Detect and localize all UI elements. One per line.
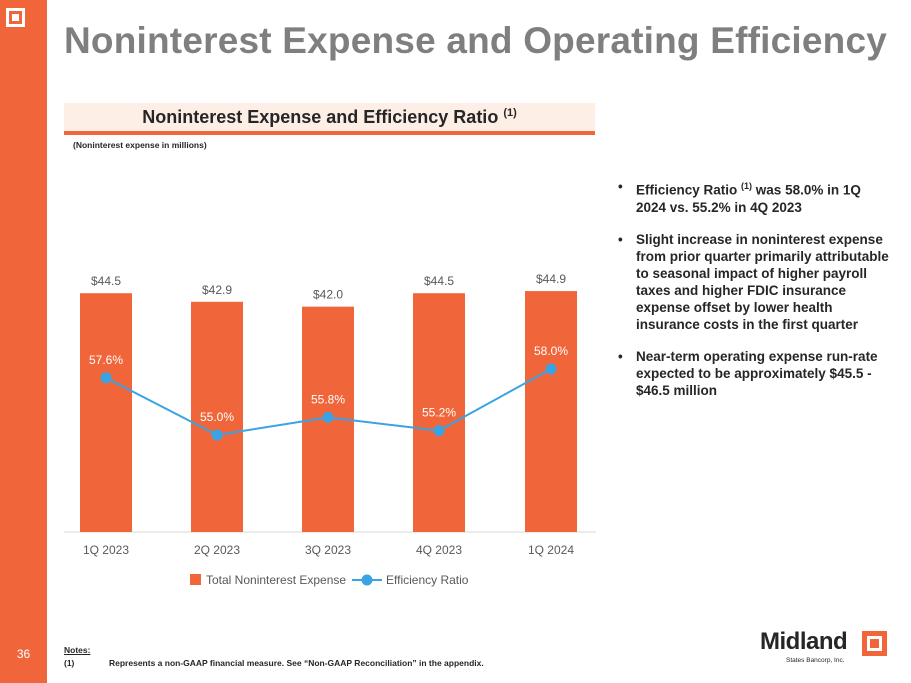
line-point-2 (211, 429, 223, 441)
chart-header-band (64, 103, 595, 131)
legend-label-efficiency: Efficiency Ratio (386, 573, 469, 587)
line-point-3 (322, 411, 334, 423)
chart-subtitle: (Noninterest expense in millions) (73, 140, 207, 150)
line-point-4 (433, 425, 445, 437)
brand-mark-icon (862, 631, 887, 656)
key-points-list: Efficiency Ratio (1) was 58.0% in 1Q 202… (615, 178, 890, 414)
midland-logo: Midland States Bancorp, Inc. (760, 628, 890, 668)
bar-label-5: $44.9 (536, 272, 566, 286)
x-tick-label-4: 4Q 2023 (416, 543, 462, 557)
chart-title: Noninterest Expense and Efficiency Ratio… (64, 107, 595, 128)
brand-square-icon (6, 8, 25, 27)
brand-subtitle: States Bancorp, Inc. (786, 657, 845, 664)
line-point-1 (100, 372, 112, 384)
footnotes: Notes: (1) Represents a non-GAAP financia… (64, 645, 484, 668)
footnote-1: (1) Represents a non-GAAP financial measu… (64, 658, 484, 668)
bullet-efficiency-ratio: Efficiency Ratio (1) was 58.0% in 1Q 202… (615, 178, 890, 216)
chart-title-footnote: (1) (503, 107, 517, 119)
bar-2 (191, 301, 243, 532)
bar-4 (413, 293, 465, 532)
bar-label-1: $44.5 (91, 274, 121, 288)
bar-label-3: $42.0 (313, 288, 343, 302)
brand-name: Midland (760, 628, 848, 655)
page-number: 36 (16, 647, 31, 661)
x-tick-label-3: 3Q 2023 (305, 543, 351, 557)
x-tick-label-5: 1Q 2024 (528, 543, 574, 557)
legend-label-expense: Total Noninterest Expense (206, 573, 346, 587)
chart-header-underline (64, 131, 595, 135)
page-title: Noninterest Expense and Operating Effici… (64, 20, 887, 61)
bar-5 (525, 291, 577, 532)
legend-marker-efficiency (361, 574, 373, 586)
legend-swatch-expense (190, 574, 201, 585)
bullet-run-rate: Near-term operating expense run-rate exp… (615, 348, 890, 399)
line-label-5: 58.0% (534, 344, 568, 358)
line-point-5 (545, 363, 557, 375)
bar-label-4: $44.5 (424, 274, 454, 288)
line-label-4: 55.2% (422, 406, 456, 420)
bullet-expense-increase: Slight increase in noninterest expense f… (615, 231, 890, 333)
bar-1 (80, 293, 132, 532)
chart-title-text: Noninterest Expense and Efficiency Ratio (142, 107, 499, 127)
line-label-3: 55.8% (311, 392, 345, 406)
sidebar-band: 36 (0, 0, 47, 683)
bar-label-2: $42.9 (202, 283, 232, 297)
x-tick-label-1: 1Q 2023 (83, 543, 129, 557)
line-label-2: 55.0% (200, 410, 234, 424)
line-label-1: 57.6% (89, 353, 123, 367)
notes-label: Notes: (64, 645, 91, 655)
x-tick-label-2: 2Q 2023 (194, 543, 240, 557)
